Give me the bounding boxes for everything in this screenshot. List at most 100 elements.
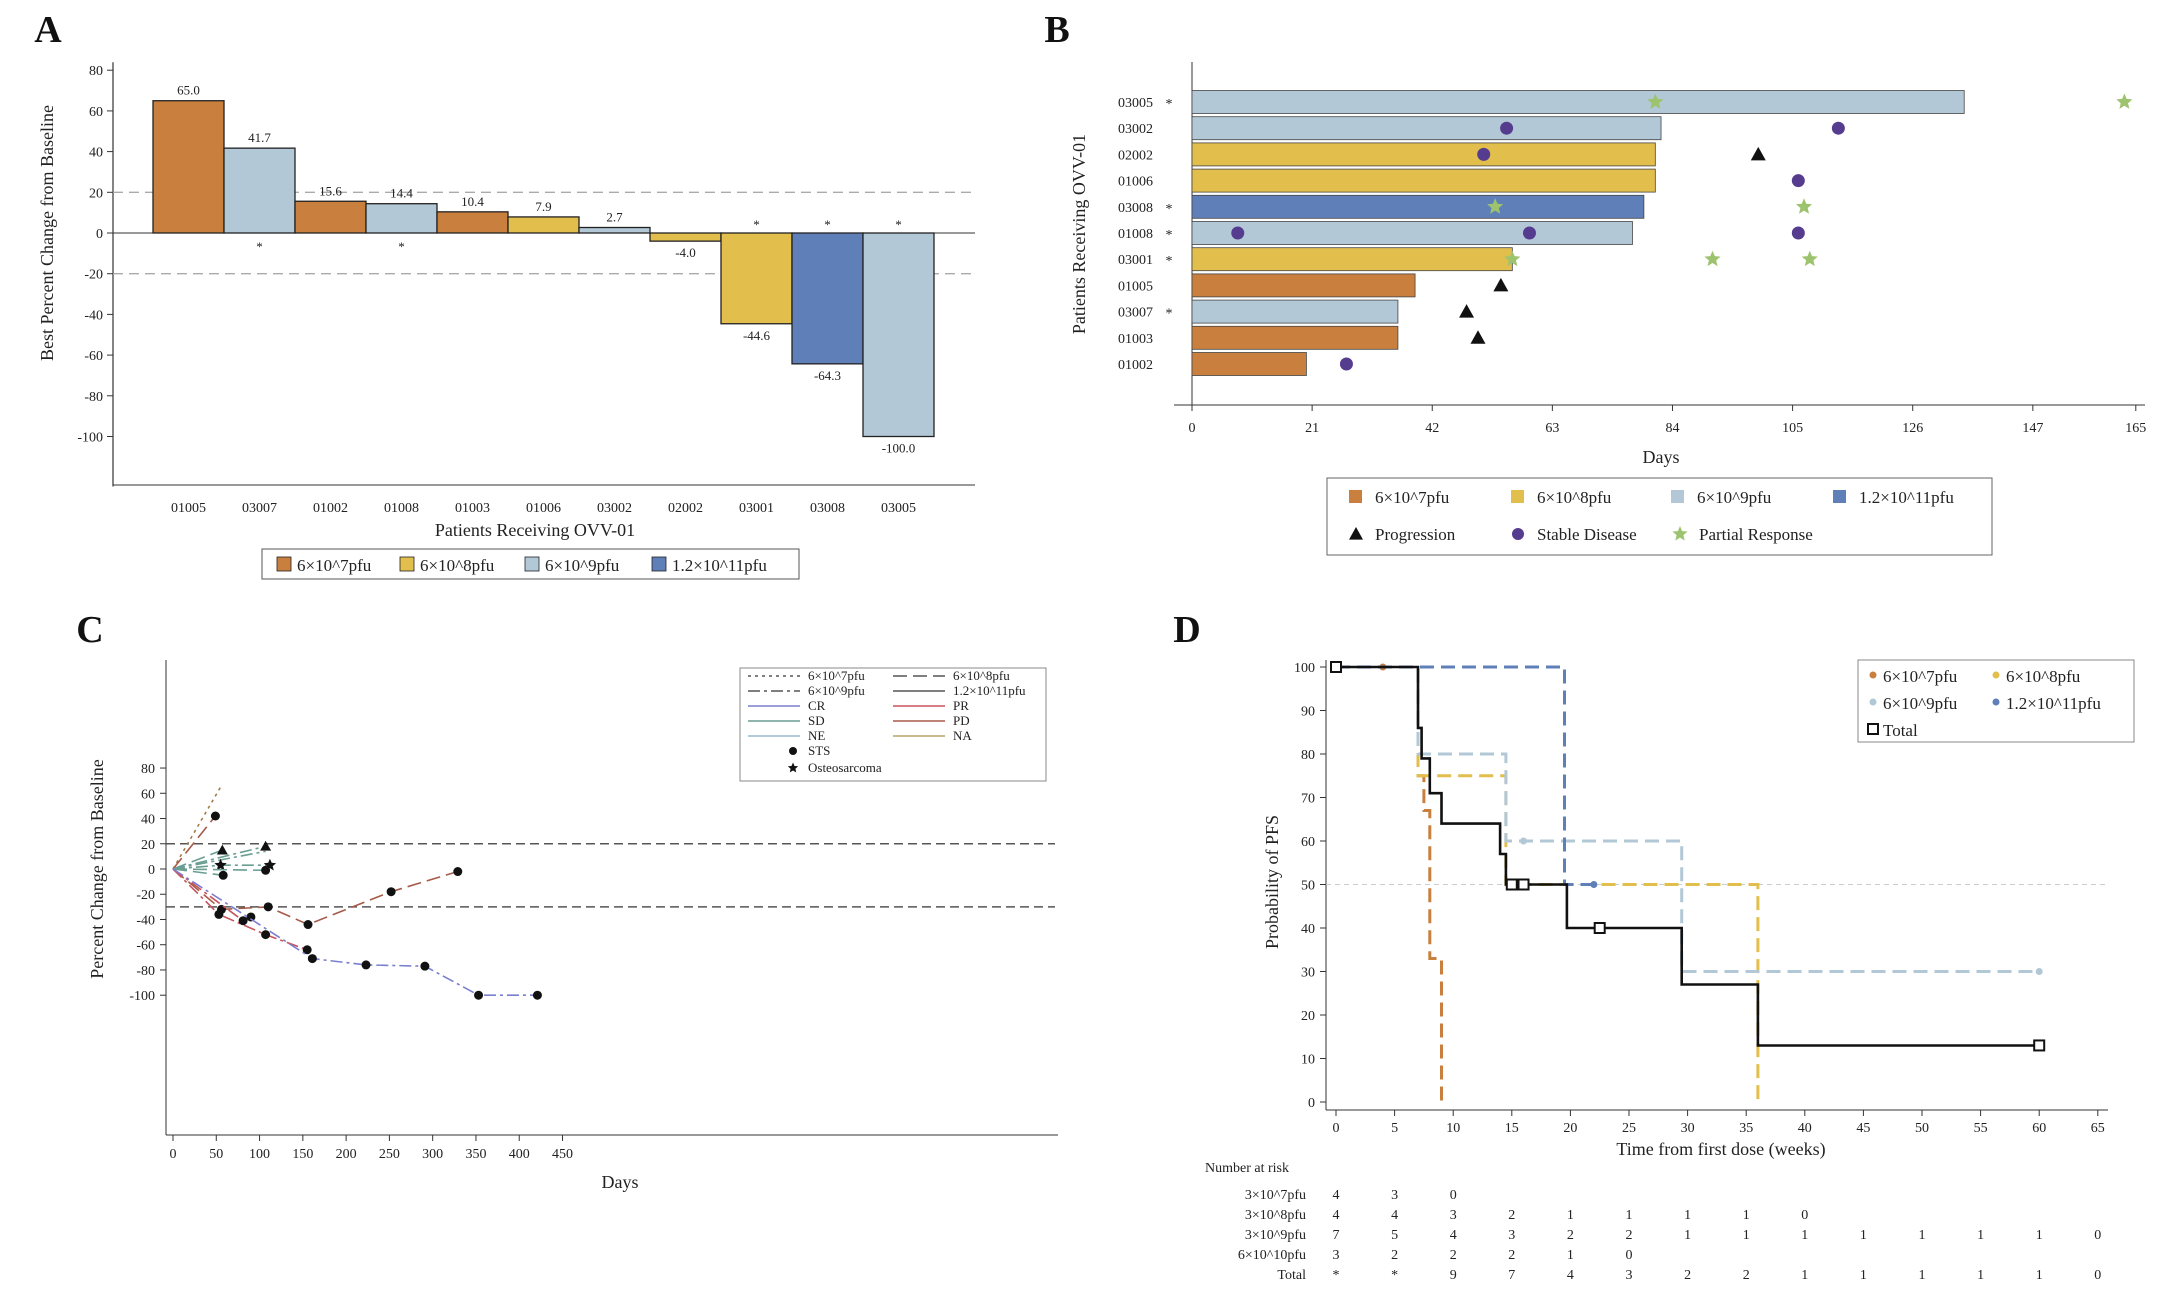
a-legend-swatch [651,556,667,572]
a-bar-03005 [862,232,935,438]
b-stable-disease-marker [1500,121,1514,135]
b-asterisk: * [1166,97,1173,112]
a-bar-03008 [791,232,864,365]
a-y-tick-label: -60 [84,349,103,364]
b-bar-01008 [1191,221,1633,245]
d-risk-value: 1 [1743,1228,1750,1243]
d-y-tick-label: 50 [1301,879,1315,894]
c-point-sts [261,930,271,940]
a-x-tick-label: 02002 [668,501,703,516]
b-bar-03002 [1191,116,1662,141]
d-x-tick-label: 35 [1739,1121,1753,1136]
c-x-tick-label: 250 [379,1147,400,1162]
c-series-p4 [172,849,223,870]
b-stable-disease-marker [1477,147,1491,161]
c-series-p9 [172,868,459,926]
c-x-tick-label: 350 [465,1147,486,1162]
d-x-tick-label: 0 [1333,1121,1340,1136]
c-legend-box [739,667,1047,782]
a-value-label: 10.4 [461,194,484,209]
c-series-p12 [172,868,538,997]
a-y-tick-label: 40 [89,146,103,161]
d-legend-symbol [1992,671,2000,679]
d-censor-total [1505,878,1518,891]
b-legend-swatch [1671,490,1684,503]
a-value-label: 2.7 [606,210,623,225]
b-x-tick-label: 21 [1305,421,1319,436]
b-partial-response-marker [1796,198,1813,214]
b-progression-marker [1750,146,1766,161]
d-y-tick-label: 90 [1301,705,1315,720]
c-point-sts [214,909,224,919]
d-risk-value: 9 [1450,1268,1457,1283]
b-patient-label: 03007 [1118,306,1153,321]
a-x-tick-label: 03001 [739,501,774,516]
b-progression-marker [1470,330,1486,344]
c-point-sts [302,945,312,955]
d-curve-d11 [1336,665,1594,886]
c-series-p5 [172,850,266,870]
a-legend-swatch [399,556,415,572]
panel-label-c: C [76,609,103,651]
c-x-tick-label: 0 [170,1147,177,1162]
b-partial-response-marker [1504,250,1521,267]
c-legend-label: PD [953,713,970,728]
c-series-p8 [172,868,266,872]
d-risk-value: 2 [1508,1248,1515,1263]
a-asterisk: * [398,239,405,254]
b-patient-label: 01008 [1118,227,1153,242]
c-x-tick-label: 300 [422,1147,443,1162]
a-y-tick-label: 60 [89,105,103,120]
b-bar-03005 [1191,90,1965,114]
d-curve-total [1336,665,2040,1047]
d-risk-value: 1 [1919,1268,1926,1283]
b-partial-response-marker [1487,198,1504,214]
a-x-tick-label: 03007 [242,501,277,516]
b-bar-01002 [1191,352,1307,376]
c-legend-label: Osteosarcoma [808,760,882,775]
b-legend-swatch [1833,490,1846,503]
panel-label-a: A [34,9,62,51]
d-risk-row-label: Total [1277,1268,1306,1283]
a-y-tick-label: 20 [89,186,103,201]
a-x-axis-title: Patients Receiving OVV-01 [435,520,635,540]
d-risk-value: 3 [1333,1248,1340,1263]
d-risk-value: 1 [1977,1228,1984,1243]
a-x-tick-label: 03008 [810,501,845,516]
c-point-triangle [260,840,272,851]
b-patient-label: 01006 [1118,175,1153,190]
b-partial-response-marker [1801,250,1818,267]
b-stable-disease-marker [1791,174,1805,188]
a-value-label: 7.9 [535,199,551,214]
c-legend-sts-symbol [789,747,797,755]
d-censor-total [1593,922,1606,934]
d-risk-value: 3 [1450,1208,1457,1223]
d-legend-label: 6×10^9pfu [1883,694,1958,713]
c-legend-osteo-symbol [787,762,799,773]
b-patient-label: 01002 [1118,358,1153,373]
b-bar-01003 [1191,325,1399,350]
d-y-tick-label: 10 [1301,1053,1315,1068]
a-bar-01003 [436,211,509,234]
d-x-tick-label: 15 [1505,1121,1519,1136]
a-y-tick-label: -100 [77,431,103,446]
d-risk-value: 1 [1919,1228,1926,1243]
b-patient-label: 03005 [1118,96,1153,111]
d-risk-value: 3 [1391,1188,1398,1203]
d-risk-value: 0 [1801,1208,1808,1223]
b-partial-response-marker [2116,93,2133,109]
b-legend-swatch [1511,490,1524,503]
d-risk-value: 0 [1450,1188,1457,1203]
d-legend-symbol [1992,698,2000,706]
c-y-axis-title: Percent Change from Baseline [87,759,107,978]
c-y-tick-label: 40 [141,813,155,828]
b-stable-disease-marker [1231,226,1245,240]
b-legend-sd-symbol [1512,528,1524,540]
c-x-tick-label: 50 [209,1147,223,1162]
d-risk-value: * [1391,1268,1398,1283]
c-point-sts [218,870,228,880]
d-risk-row-label: 3×10^8pfu [1245,1208,1306,1223]
b-stable-disease-marker [1831,121,1845,135]
d-risk-value: 2 [1391,1248,1398,1263]
b-progression-marker [1493,277,1509,292]
